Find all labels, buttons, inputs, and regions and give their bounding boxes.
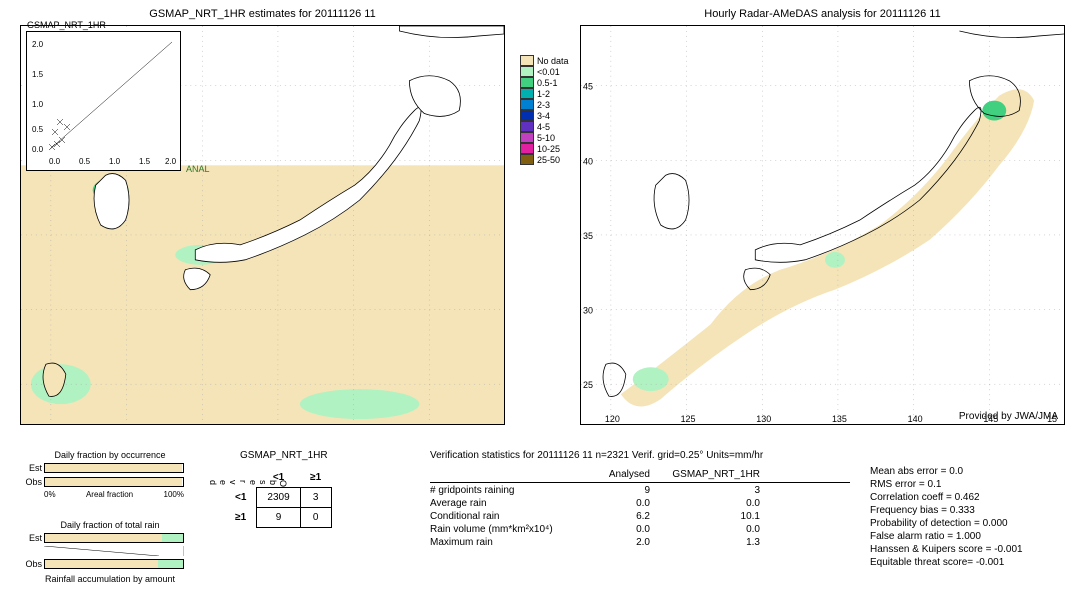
ct-row2: ≥1 <box>225 508 257 528</box>
inset-title: GSMAP_NRT_1HR <box>27 20 106 30</box>
est-label2: Est <box>20 533 42 543</box>
col-est: GSMAP_NRT_1HR <box>650 469 760 480</box>
svg-text:1.0: 1.0 <box>109 157 121 166</box>
svg-text:140: 140 <box>908 414 923 424</box>
ct-c22: 0 <box>300 508 331 528</box>
ct-c21: 9 <box>257 508 300 528</box>
legend-item: 1-2 <box>520 88 569 99</box>
obs-bar2 <box>44 559 184 569</box>
frac-tot-title: Daily fraction of total rain <box>20 520 200 530</box>
svg-text:2.0: 2.0 <box>165 157 177 166</box>
est-bar2 <box>44 533 184 543</box>
verif-stats: Verification statistics for 20111126 11 … <box>430 450 850 550</box>
legend-item: 0.5-1 <box>520 77 569 88</box>
right-map: Hourly Radar-AMeDAS analysis for 2011112… <box>580 25 1065 425</box>
metric-line: RMS error = 0.1 <box>870 479 1023 490</box>
ct-c11: 2309 <box>257 488 300 508</box>
table-row: Rain volume (mm*km²x10⁴)0.00.0 <box>430 524 850 535</box>
metric-line: Frequency bias = 0.333 <box>870 505 1023 516</box>
svg-text:25: 25 <box>583 380 593 390</box>
contingency-table: <1≥1 <1 2309 3 ≥1 9 0 <box>225 468 332 528</box>
metric-line: Hanssen & Kuipers score = -0.001 <box>870 544 1023 555</box>
ct-col1: <1 <box>257 468 300 488</box>
right-map-svg: 454035 3025 120125130 135140145 15 <box>581 26 1064 424</box>
inset-plot: GSMAP_NRT_1HR 2.0 1.5 1.0 0.5 0.0 0.0 0.… <box>26 31 181 171</box>
svg-text:2.0: 2.0 <box>32 40 44 49</box>
legend-item: 2-3 <box>520 99 569 110</box>
legend-item: No data <box>520 55 569 66</box>
legend-item: 10-25 <box>520 143 569 154</box>
svg-text:1.5: 1.5 <box>32 70 44 79</box>
svg-text:40: 40 <box>583 156 593 166</box>
est-label: Est <box>20 463 42 473</box>
est-bar <box>44 463 184 473</box>
obs-label: Obs <box>20 477 42 487</box>
legend-item: 3-4 <box>520 110 569 121</box>
ct-c12: 3 <box>300 488 331 508</box>
table-row: Maximum rain2.01.3 <box>430 537 850 548</box>
svg-text:30: 30 <box>583 306 593 316</box>
metrics-list: Mean abs error = 0.0 RMS error = 0.1 Corre… <box>870 464 1023 570</box>
metric-line: False alarm ratio = 1.000 <box>870 531 1023 542</box>
ct-row1: <1 <box>225 488 257 508</box>
svg-text:130: 130 <box>756 414 771 424</box>
left-map: GSMAP_NRT_1HR estimates for 20111126 11 <box>20 25 505 425</box>
svg-text:1.0: 1.0 <box>32 100 44 109</box>
obs-bar <box>44 477 184 487</box>
frac-occ-title: Daily fraction by occurrence <box>20 450 200 460</box>
svg-text:135: 135 <box>832 414 847 424</box>
axis-0: 0% <box>44 490 56 499</box>
table-row: # gridpoints raining93 <box>430 485 850 496</box>
table-row: Average rain0.00.0 <box>430 498 850 509</box>
obs-label2: Obs <box>20 559 42 569</box>
fraction-totalrain: Daily fraction of total rain Est Obs Rai… <box>20 520 200 586</box>
axis-mid: Areal fraction <box>86 490 133 499</box>
col-anal: Analysed <box>590 469 650 480</box>
svg-text:125: 125 <box>681 414 696 424</box>
metric-line: Equitable threat score= -0.001 <box>870 557 1023 568</box>
svg-text:0.0: 0.0 <box>32 145 44 154</box>
metric-line: Correlation coeff = 0.462 <box>870 492 1023 503</box>
ct-col2: ≥1 <box>300 468 331 488</box>
contingency-title: GSMAP_NRT_1HR <box>240 450 328 461</box>
verif-header: Verification statistics for 20111126 11 … <box>430 450 850 461</box>
metric-line: Probability of detection = 0.000 <box>870 518 1023 529</box>
svg-text:1.5: 1.5 <box>139 157 151 166</box>
table-row: Conditional rain6.210.1 <box>430 511 850 522</box>
legend-item: 25-50 <box>520 154 569 165</box>
axis-100: 100% <box>164 490 184 499</box>
legend-item: <0.01 <box>520 66 569 77</box>
provided-by: Provided by JWA/JMA <box>959 411 1058 422</box>
svg-text:45: 45 <box>583 82 593 92</box>
svg-text:35: 35 <box>583 231 593 241</box>
left-map-title: GSMAP_NRT_1HR estimates for 20111126 11 <box>21 8 504 20</box>
right-map-title: Hourly Radar-AMeDAS analysis for 2011112… <box>581 8 1064 20</box>
legend-item: 5-10 <box>520 132 569 143</box>
legend-item: 4-5 <box>520 121 569 132</box>
colorbar-legend: No data<0.010.5-11-22-33-44-55-1010-2525… <box>520 55 569 165</box>
inset-svg: 2.0 1.5 1.0 0.5 0.0 0.0 0.5 1.0 1.5 2.0 <box>27 32 182 172</box>
metric-line: Mean abs error = 0.0 <box>870 466 1023 477</box>
frac-tot-footer: Rainfall accumulation by amount <box>20 574 200 584</box>
svg-text:0.0: 0.0 <box>49 157 61 166</box>
fraction-occurrence: Daily fraction by occurrence Est Obs 0% … <box>20 450 200 499</box>
svg-text:0.5: 0.5 <box>79 157 91 166</box>
svg-text:0.5: 0.5 <box>32 125 44 134</box>
svg-text:120: 120 <box>605 414 620 424</box>
inset-anal-label: ANAL <box>186 164 210 174</box>
